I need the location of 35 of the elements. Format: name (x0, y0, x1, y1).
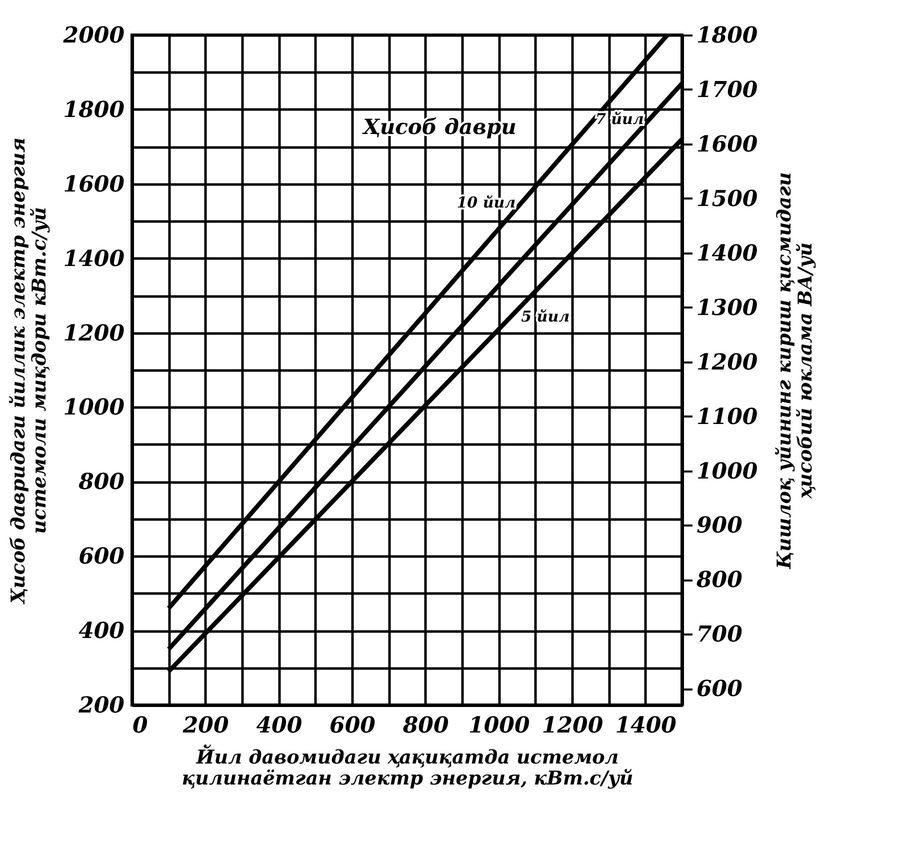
y2-tick-label: 1600 (696, 131, 758, 158)
y-tick-label: 800 (78, 469, 126, 496)
x-tick-label: 400 (256, 712, 303, 738)
x-tick-label: 1400 (615, 712, 678, 738)
y2-tick-label: 1300 (696, 294, 758, 321)
x-tick-label: 600 (330, 712, 376, 738)
y2-tick-label: 1500 (696, 186, 758, 212)
y2-tick-label: 1800 (696, 22, 758, 48)
y-tick-label: 2000 (62, 22, 126, 48)
y-tick-label: 400 (78, 618, 126, 644)
y-axis-title: Ҳисоб давридаги йиллик электр энергия истемоли миқдори кВт.с/уй (7, 137, 50, 605)
x-tick-label: 800 (402, 712, 450, 738)
y-tick-label: 600 (78, 544, 126, 570)
y-tick-label: 1400 (63, 246, 126, 272)
x-axis-title: Йил давомидаги ҳақиқатда истемол қилинаётган электр энергия, кВт.с/уй (182, 744, 634, 790)
y-tick-label: 1000 (63, 394, 126, 421)
y2-axis-title: Қишлоқ уйининг кириш қисмидаги ҳисобий юклама ВА/уй (774, 172, 817, 570)
x-tick-label: 200 (182, 712, 230, 738)
y-tick-label: 200 (78, 692, 126, 718)
y2-tick-label: 600 (696, 676, 744, 702)
x-tick-label: 1000 (468, 712, 530, 738)
x-tick-label: 0 (132, 712, 148, 738)
y2-tick-label: 1700 (696, 76, 758, 103)
series-label: 5 йил (521, 307, 570, 326)
y2-tick-label: 700 (696, 622, 744, 648)
y-tick-label: 1200 (63, 320, 126, 346)
y2-tick-label: 800 (696, 567, 744, 594)
y2-tick-label: 1000 (696, 458, 758, 484)
y2-tick-label: 900 (696, 512, 744, 539)
y-tick-label: 1800 (63, 96, 126, 123)
y2-tick-label: 1100 (696, 404, 758, 430)
y-tick-label: 1600 (63, 171, 126, 198)
y2-tick-label: 1200 (696, 349, 758, 376)
x-tick-label: 1200 (542, 712, 604, 738)
y2-tick-label: 1400 (696, 240, 758, 266)
